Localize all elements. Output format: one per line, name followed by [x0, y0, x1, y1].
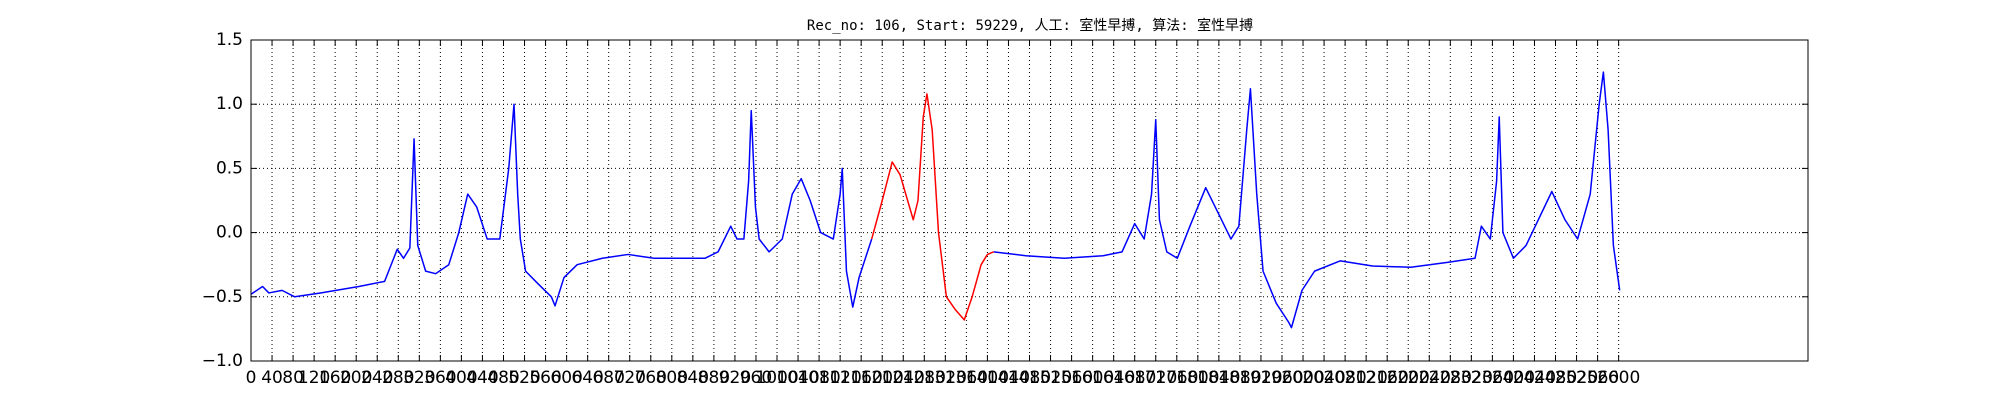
x-tick-label: 1360 [945, 368, 988, 388]
x-tick-label: 1760 [1155, 368, 1198, 388]
x-tick-label: 840 [677, 368, 709, 388]
x-tick-label: 2000 [1281, 368, 1324, 388]
x-tick-label: 360 [424, 368, 456, 388]
x-tick-label: 2600 [1597, 368, 1640, 388]
x-tick-label: 2080 [1323, 368, 1366, 388]
x-tick-label: 520 [508, 368, 540, 388]
x-tick-label: 1480 [1008, 368, 1051, 388]
chart-title: Rec_no: 106, Start: 59229, 人工: 室性早搏, 算法:… [807, 17, 1253, 34]
y-tick-label: −0.5 [202, 287, 243, 307]
x-tick-label: 720 [614, 368, 646, 388]
x-tick-label: 1640 [1092, 368, 1135, 388]
x-tick-label: 40 [261, 368, 283, 388]
x-tick-label: 2560 [1576, 368, 1619, 388]
x-tick-label: 2240 [1408, 368, 1451, 388]
x-tick-label: 1400 [966, 368, 1009, 388]
x-tick-label: 240 [361, 368, 393, 388]
x-tick-label: 880 [698, 368, 730, 388]
x-tick-label: 1840 [1197, 368, 1240, 388]
plot-frame [250, 39, 1809, 362]
x-tick-label: 1520 [1029, 368, 1072, 388]
x-tick-label: 640 [571, 368, 603, 388]
x-tick-label: 2160 [1366, 368, 1409, 388]
x-tick-label: 2360 [1471, 368, 1514, 388]
x-tick-label: 1680 [1113, 368, 1156, 388]
x-tick-label: 2280 [1429, 368, 1472, 388]
x-tick-label: 160 [319, 368, 351, 388]
y-tick-label: 0.0 [216, 223, 243, 243]
x-tick-label: 800 [656, 368, 688, 388]
y-tick-label: 1.5 [216, 30, 243, 50]
x-tick-label: 1120 [819, 368, 862, 388]
y-tick-label: 0.5 [216, 158, 243, 178]
x-tick-label: 200 [340, 368, 372, 388]
x-tick-label: 600 [550, 368, 582, 388]
x-tick-label: 760 [635, 368, 667, 388]
x-tick-label: 1320 [924, 368, 967, 388]
y-tick-label: −1.0 [202, 351, 243, 371]
x-tick-label: 560 [529, 368, 561, 388]
x-tick-label: 960 [740, 368, 772, 388]
x-tick-label: 1920 [1239, 368, 1282, 388]
x-tick-label: 2200 [1387, 368, 1430, 388]
x-tick-label: 400 [445, 368, 477, 388]
x-tick-label: 2400 [1492, 368, 1535, 388]
x-tick-label: 1240 [882, 368, 925, 388]
x-tick-label: 280 [382, 368, 414, 388]
x-tick-label: 480 [487, 368, 519, 388]
x-tick-label: 2320 [1450, 368, 1493, 388]
x-tick-label: 1960 [1260, 368, 1303, 388]
x-tick-label: 80 [282, 368, 304, 388]
x-tick-label: 1880 [1218, 368, 1261, 388]
x-tick-label: 1800 [1176, 368, 1219, 388]
x-tick-label: 320 [403, 368, 435, 388]
x-tick-label: 920 [719, 368, 751, 388]
ecg-line [250, 71, 1621, 329]
x-tick-label: 120 [298, 368, 330, 388]
x-tick-label: 1280 [903, 368, 946, 388]
x-tick-label: 1720 [1134, 368, 1177, 388]
x-tick-label: 1080 [797, 368, 840, 388]
x-tick-label: 2040 [1302, 368, 1345, 388]
x-tick-label: 1160 [840, 368, 883, 388]
x-tick-label: 2480 [1534, 368, 1577, 388]
ecg-line [870, 93, 995, 321]
x-tick-label: 2440 [1513, 368, 1556, 388]
x-tick-label: 680 [592, 368, 624, 388]
x-tick-label: 1000 [755, 368, 798, 388]
x-tick-label: 1560 [1050, 368, 1093, 388]
x-tick-label: 1040 [776, 368, 819, 388]
x-tick-label: 2520 [1555, 368, 1598, 388]
x-tick-label: 0 [246, 368, 257, 388]
x-tick-label: 1440 [987, 368, 1030, 388]
x-tick-label: 1600 [1071, 368, 1114, 388]
x-tick-label: 2120 [1345, 368, 1388, 388]
y-tick-label: 1.0 [216, 94, 243, 114]
x-tick-label: 440 [466, 368, 498, 388]
x-tick-label: 1200 [861, 368, 904, 388]
